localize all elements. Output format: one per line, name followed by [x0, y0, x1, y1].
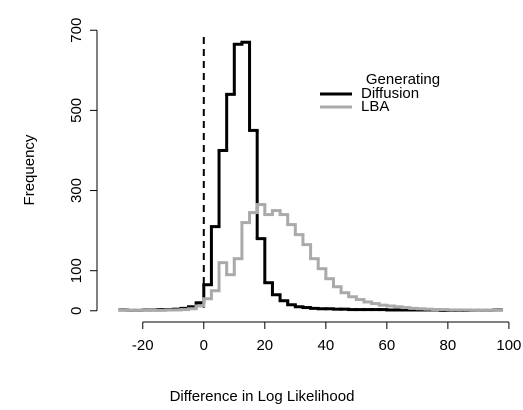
x-tick-label: 60 [379, 337, 396, 354]
y-tick-label: 0 [68, 307, 85, 315]
legend-label: Diffusion [361, 85, 419, 102]
y-tick-label: 100 [68, 258, 85, 283]
y-axis-label: Frequency [21, 134, 38, 205]
x-tick-label: 100 [496, 337, 521, 354]
x-tick-label: 80 [440, 337, 457, 354]
x-axis-label: Difference in Log Likelihood [170, 388, 355, 405]
x-tick-label: -20 [132, 337, 154, 354]
histogram-series [118, 203, 503, 312]
y-tick-label: 700 [68, 18, 85, 43]
x-tick-label: 0 [200, 337, 208, 354]
legend-label: LBA [361, 98, 389, 115]
histogram-series [118, 40, 503, 312]
legend-title: Generating [366, 71, 440, 88]
x-tick-label: 40 [317, 337, 334, 354]
x-tick-label: 20 [256, 337, 273, 354]
y-tick-label: 500 [68, 98, 85, 123]
y-tick-label: 300 [68, 178, 85, 203]
